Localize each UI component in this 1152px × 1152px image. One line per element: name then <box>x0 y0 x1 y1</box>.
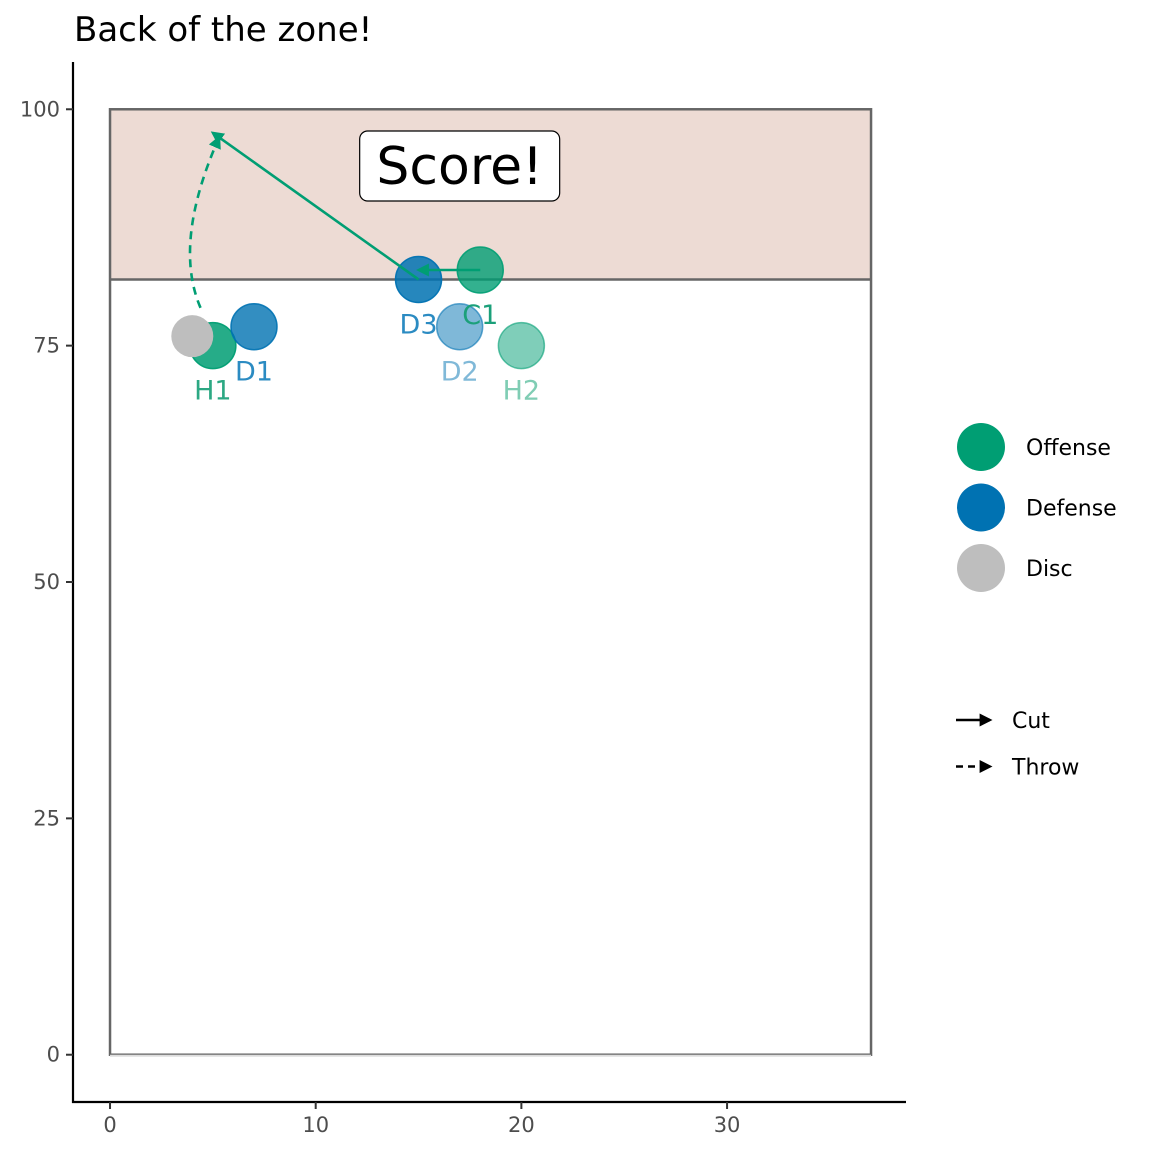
score-annotation: Score! <box>359 130 561 202</box>
legend-key-disc <box>957 544 1005 592</box>
player-label-d1: D1 <box>235 357 273 388</box>
y-tick-label: 0 <box>47 1043 60 1067</box>
score-label: Score! <box>376 137 543 197</box>
legend-label-cut: Cut <box>1012 709 1050 734</box>
player-marker-h2 <box>497 321 546 370</box>
player-label-h1: H1 <box>194 376 231 407</box>
y-tick-label: 50 <box>33 570 60 594</box>
legend-label-defense: Defense <box>1026 497 1117 522</box>
player-label-d2: D2 <box>441 357 479 388</box>
legend-label-disc: Disc <box>1026 557 1073 582</box>
player-marker-d1 <box>230 302 278 351</box>
y-tick-label: 25 <box>33 806 60 830</box>
x-tick-label: 30 <box>714 1113 741 1137</box>
legend-label-throw: Throw <box>1011 756 1079 781</box>
legend-key-defense <box>957 483 1005 532</box>
x-tick-label: 10 <box>302 1113 329 1137</box>
score-label-box <box>359 130 561 202</box>
cut-arrow-2 <box>210 131 420 281</box>
player-label-c1: C1 <box>462 300 498 331</box>
throw-arrow-1 <box>188 135 221 309</box>
x-tick-label: 0 <box>103 1113 116 1137</box>
disc-marker <box>171 315 214 358</box>
legend: Offense Defense Disc Cut Throw <box>956 423 1117 781</box>
chart-title: Back of the zone! <box>74 10 372 50</box>
y-tick-label: 100 <box>20 97 60 121</box>
x-tick-label: 20 <box>508 1113 535 1137</box>
legend-label-offense: Offense <box>1026 436 1111 461</box>
y-tick-label: 75 <box>33 334 60 358</box>
player-marker-d2 <box>435 302 484 351</box>
player-label-h2: H2 <box>503 376 540 407</box>
player-label-d3: D3 <box>400 309 438 340</box>
legend-key-offense <box>957 423 1005 471</box>
axes: 0 10 20 30 0 25 50 75 100 <box>20 62 906 1137</box>
